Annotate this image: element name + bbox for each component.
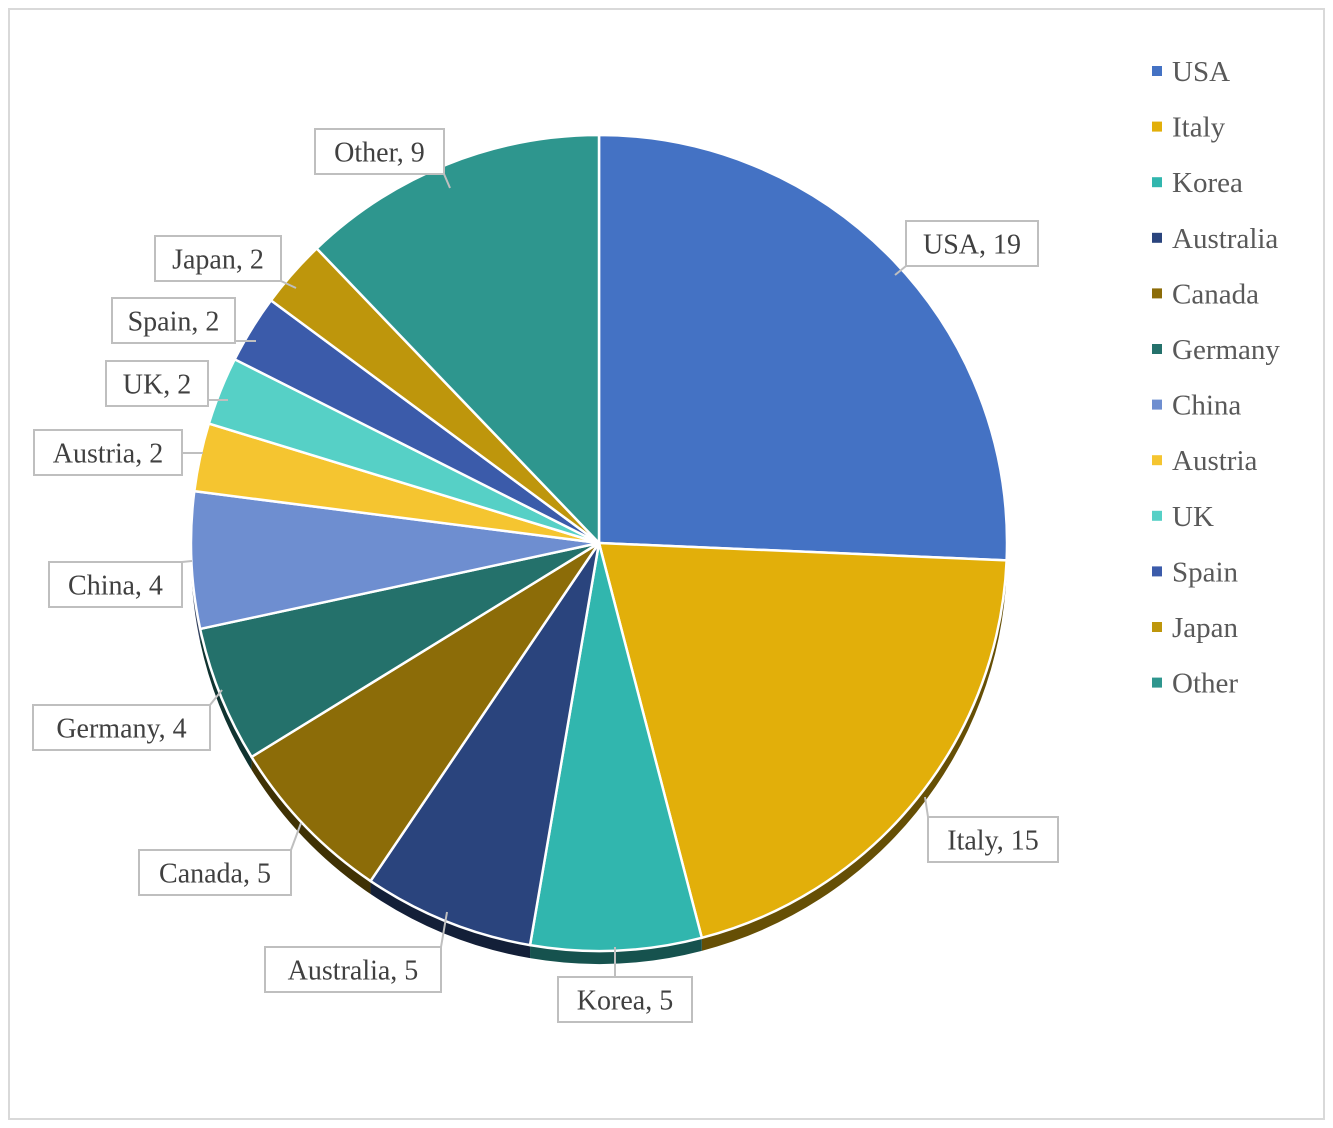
data-label-box-spain bbox=[111, 297, 236, 344]
slice-depth-australia bbox=[370, 881, 531, 959]
data-label-germany: Germany, 4 bbox=[56, 714, 186, 745]
legend-swatch-uk bbox=[1152, 510, 1162, 521]
data-label-box-korea bbox=[557, 976, 693, 1023]
legend-label-japan: Japan bbox=[1172, 612, 1239, 644]
legend-swatch-germany bbox=[1152, 344, 1162, 354]
leader-line-other bbox=[443, 173, 451, 189]
legend-swatch-usa bbox=[1152, 66, 1162, 76]
leader-line-italy bbox=[924, 796, 929, 818]
legend-swatch-china bbox=[1152, 399, 1162, 410]
legend-swatch-japan bbox=[1152, 622, 1162, 632]
pie-slices bbox=[189, 133, 1009, 953]
slice-depth-italy bbox=[701, 560, 1007, 951]
legend-swatch-italy bbox=[1152, 121, 1162, 132]
leader-line-japan bbox=[280, 280, 297, 289]
slice-australia[interactable] bbox=[369, 541, 601, 947]
data-label-other: Other, 9 bbox=[334, 138, 425, 169]
legend-swatch-other bbox=[1152, 677, 1162, 688]
legend-label-korea: Korea bbox=[1172, 167, 1243, 199]
leader-lines bbox=[181, 173, 929, 977]
data-label-box-other bbox=[314, 128, 445, 175]
leader-line-canada bbox=[290, 822, 302, 851]
data-label-italy: Italy, 15 bbox=[947, 826, 1039, 857]
slice-usa[interactable] bbox=[597, 133, 1009, 562]
legend-label-canada: Canada bbox=[1172, 278, 1259, 310]
data-label-korea: Korea, 5 bbox=[577, 986, 673, 1017]
legend-label-other: Other bbox=[1172, 668, 1238, 700]
leader-line-australia bbox=[440, 911, 448, 948]
data-label-japan: Japan, 2 bbox=[172, 245, 264, 276]
leader-line-usa bbox=[894, 265, 907, 276]
data-label-spain: Spain, 2 bbox=[128, 307, 220, 338]
data-label-china: China, 4 bbox=[68, 571, 163, 602]
legend-label-uk: UK bbox=[1172, 501, 1214, 533]
legend-swatch-canada bbox=[1152, 288, 1162, 299]
data-label-usa: USA, 19 bbox=[923, 230, 1021, 261]
legend-label-italy: Italy bbox=[1172, 112, 1226, 144]
leader-line-germany bbox=[209, 689, 223, 706]
legend-label-austria: Austria bbox=[1172, 445, 1258, 477]
slice-germany[interactable] bbox=[198, 541, 601, 759]
legend: USA Italy Korea Australia Canada Germany China… bbox=[1152, 56, 1280, 700]
legend-label-germany: Germany bbox=[1172, 334, 1280, 366]
legend-label-spain: Spain bbox=[1172, 556, 1239, 588]
legend-swatch-spain bbox=[1152, 566, 1162, 577]
data-label-box-italy bbox=[927, 816, 1059, 863]
slice-korea[interactable] bbox=[528, 541, 704, 953]
data-label-box-austria bbox=[33, 429, 183, 476]
slice-italy[interactable] bbox=[597, 541, 1008, 940]
data-label-box-australia bbox=[264, 946, 442, 993]
data-label-box-canada bbox=[138, 849, 292, 896]
data-label-box-usa bbox=[905, 220, 1039, 267]
data-labels: USA, 19 Italy, 15 Korea, 5 Australia, 5 Cana… bbox=[32, 128, 1059, 1023]
slice-canada[interactable] bbox=[250, 541, 601, 883]
data-label-australia: Australia, 5 bbox=[288, 956, 419, 987]
legend-label-usa: USA bbox=[1172, 56, 1230, 88]
legend-label-australia: Australia bbox=[1172, 223, 1278, 255]
slice-other[interactable] bbox=[315, 133, 601, 545]
data-label-box-japan bbox=[154, 235, 282, 282]
data-label-box-china bbox=[48, 561, 183, 608]
data-label-box-germany bbox=[32, 704, 211, 751]
data-label-austria: Austria, 2 bbox=[53, 439, 163, 470]
legend-swatch-australia bbox=[1152, 232, 1162, 243]
legend-swatch-austria bbox=[1152, 455, 1162, 466]
legend-label-china: China bbox=[1172, 390, 1241, 422]
leader-line-china bbox=[181, 560, 193, 563]
data-label-canada: Canada, 5 bbox=[159, 859, 271, 890]
data-label-uk: UK, 2 bbox=[123, 370, 191, 401]
data-label-box-uk bbox=[105, 360, 209, 407]
legend-swatch-korea bbox=[1152, 177, 1162, 188]
